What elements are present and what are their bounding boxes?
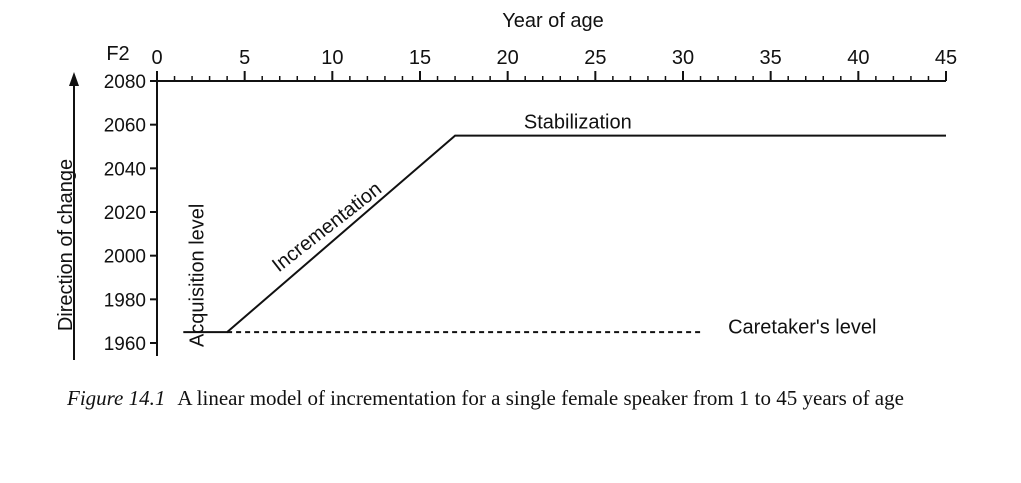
figure-caption: Figure 14.1 A linear model of incrementat… bbox=[67, 385, 967, 412]
x-tick-label: 35 bbox=[760, 47, 782, 69]
x-tick-label: 45 bbox=[935, 47, 957, 69]
series-line-solid bbox=[183, 134, 946, 334]
x-tick-label: 40 bbox=[847, 47, 869, 69]
annotation-label: Acquisition level bbox=[186, 204, 208, 347]
y-tick-label: 2040 bbox=[104, 159, 146, 180]
caption-text: A linear model of incrementation for a s… bbox=[177, 386, 904, 410]
caption-label: Figure 14.1 bbox=[67, 386, 166, 410]
x-ticks: 0 5 10 15 20 25 30 35 40 45 bbox=[151, 47, 957, 81]
y-tick-label: 1960 bbox=[104, 334, 146, 355]
y-axis-tag: F2 bbox=[106, 43, 129, 65]
x-tick-label: 15 bbox=[409, 47, 431, 69]
annotation-label: Incrementation bbox=[268, 178, 386, 277]
y-tick-label: 2020 bbox=[104, 203, 146, 224]
y-tick-label: 2080 bbox=[104, 72, 146, 93]
x-tick-label: 25 bbox=[584, 47, 606, 69]
chart: Year of age F2 Direction of change 0 5 10 1… bbox=[55, 10, 957, 360]
x-tick-label: 10 bbox=[321, 47, 343, 69]
series-layer bbox=[183, 134, 946, 334]
x-tick-label: 20 bbox=[497, 47, 519, 69]
y-ticks: 1960 1980 2000 2020 2040 2060 2080 bbox=[104, 72, 157, 355]
x-tick-label: 30 bbox=[672, 47, 694, 69]
y-direction-arrowhead bbox=[69, 72, 79, 86]
annotation-layer: Acquisition level Incrementation Stabiliza… bbox=[186, 111, 876, 347]
y-tick-label: 1980 bbox=[104, 290, 146, 311]
x-tick-label: 0 bbox=[151, 47, 162, 69]
annotation-label: Caretaker's level bbox=[728, 317, 876, 339]
annotation-label: Stabilization bbox=[524, 111, 632, 133]
x-tick-label: 5 bbox=[239, 47, 250, 69]
y-tick-label: 2000 bbox=[104, 247, 146, 268]
y-axis-label: Direction of change bbox=[55, 159, 77, 331]
y-tick-label: 2060 bbox=[104, 116, 146, 137]
x-axis-label: Year of age bbox=[502, 10, 604, 32]
